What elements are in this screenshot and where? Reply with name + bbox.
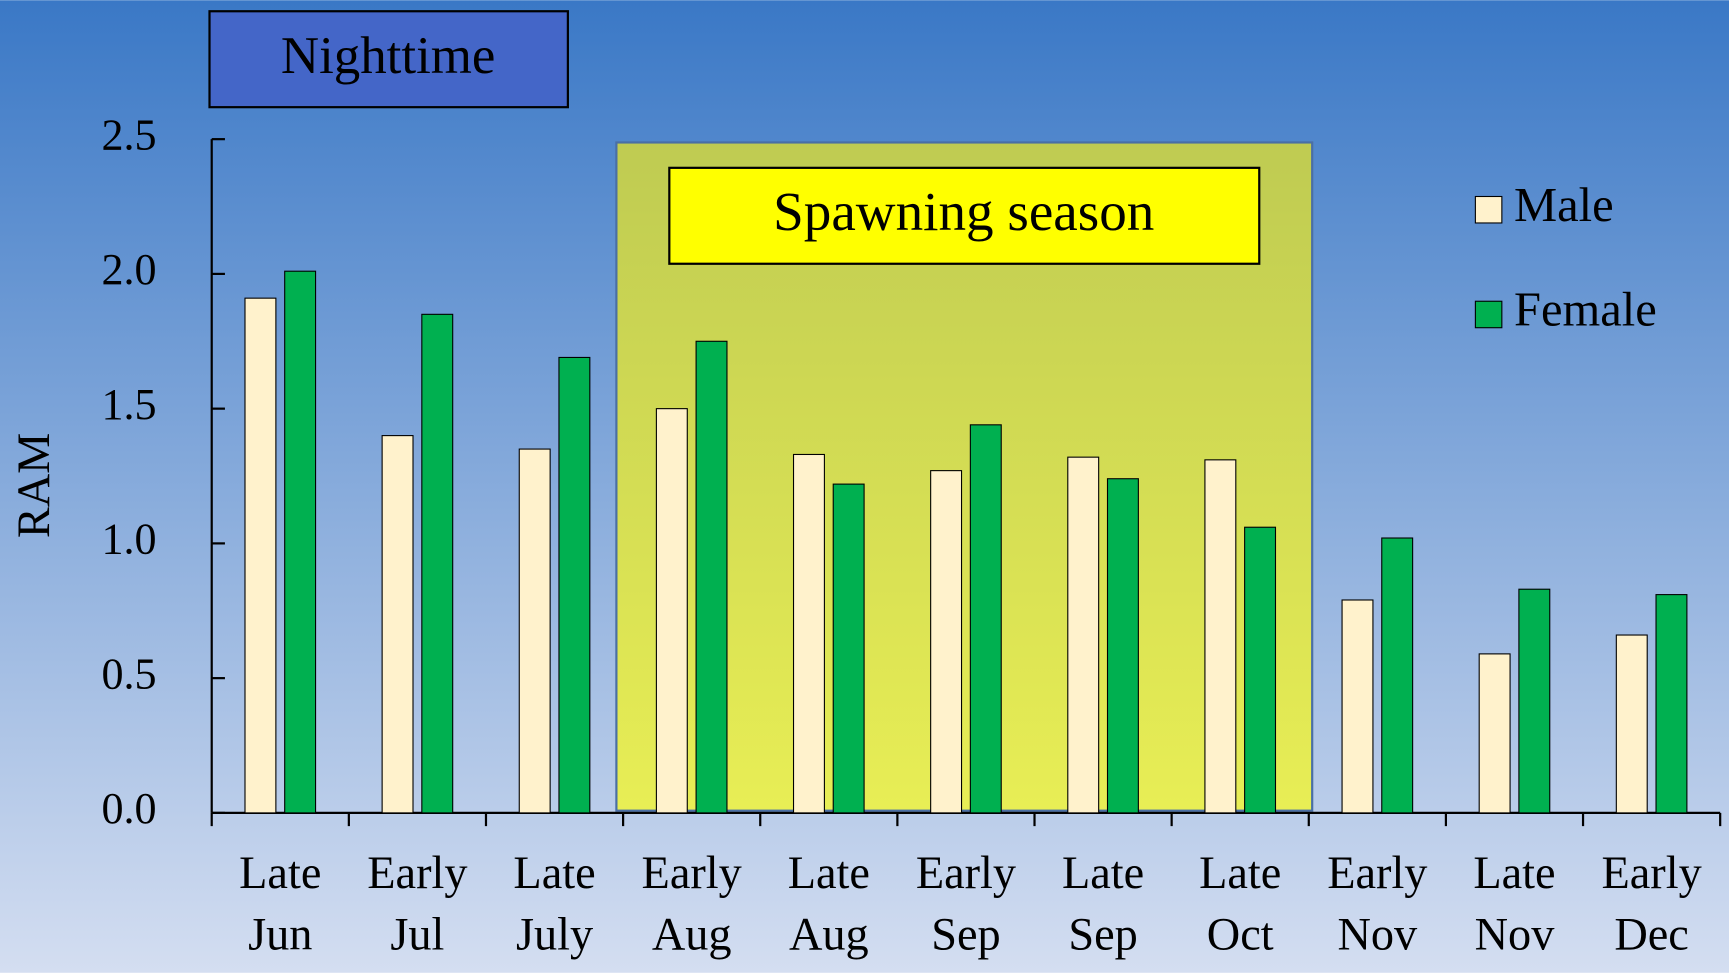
x-tick-label-line: Early (1327, 847, 1427, 898)
x-tick-label-line: Nov (1337, 909, 1418, 960)
x-tick-label-line: Late (788, 847, 870, 898)
x-tick-label-line: Late (239, 847, 321, 898)
spawning-box (668, 166, 1261, 265)
legend-swatch (1474, 300, 1503, 329)
x-tick-label-line: July (516, 909, 593, 960)
x-tick-label-line: Dec (1614, 909, 1689, 960)
bar (1518, 588, 1551, 814)
bar (792, 453, 825, 814)
x-tick-label-line: Early (916, 847, 1016, 898)
x-tick-label-line: Sep (1068, 909, 1137, 960)
x-tick-label-line: Jul (390, 909, 444, 960)
bar (1244, 526, 1277, 814)
x-tick-label: Late July (513, 847, 595, 960)
bar (695, 340, 728, 814)
x-tick-label-line: Late (513, 847, 595, 898)
x-tick-label-line: Early (367, 847, 467, 898)
x-tick-label-line: Late (1062, 847, 1144, 898)
bar (558, 356, 591, 814)
x-tick-label-line: Early (1601, 847, 1701, 898)
x-tick-label-line: Late (1199, 847, 1281, 898)
x-tick-label-line: Sep (931, 909, 1000, 960)
y-tick-label: 1.0 (101, 515, 156, 564)
y-tick-label: 0.0 (101, 784, 156, 833)
x-tick-label: Late Sep (1062, 847, 1144, 960)
x-tick-label-line: Aug (652, 909, 732, 960)
x-tick-label: Early Jul (367, 847, 467, 960)
bar (1478, 653, 1511, 814)
bar (655, 408, 688, 814)
legend-label: Female (1514, 284, 1657, 337)
legend-label: Male (1514, 179, 1614, 232)
bar (1615, 634, 1648, 814)
x-tick-label: Late Nov (1473, 847, 1555, 960)
y-tick-label: 0.5 (101, 649, 156, 698)
x-tick-label-line: Oct (1207, 909, 1274, 960)
x-tick-label: Late Oct (1199, 847, 1281, 960)
spawning-label: Spawning season (773, 181, 1154, 242)
x-tick-label: Late Aug (788, 847, 870, 960)
x-tick-label: Early Nov (1327, 847, 1427, 960)
x-tick-label: Late Jun (239, 847, 321, 960)
bar (381, 435, 414, 814)
bar (1341, 599, 1374, 814)
y-tick-label: 1.5 (101, 380, 156, 429)
bar (518, 448, 551, 814)
bar (284, 270, 317, 814)
x-tick-label-line: Aug (789, 909, 869, 960)
y-tick-label: 2.5 (101, 110, 156, 159)
legend-swatch (1474, 195, 1503, 224)
bar (1204, 459, 1237, 814)
bar (1067, 456, 1100, 814)
bar (832, 483, 865, 814)
x-tick-label: Early Sep (916, 847, 1016, 960)
x-tick-label-line: Nov (1475, 909, 1556, 960)
bar (244, 297, 277, 814)
x-tick-label-line: Jun (248, 909, 312, 960)
x-tick-label: Early Dec (1601, 847, 1701, 960)
x-tick-label: Early Aug (642, 847, 742, 960)
y-tick-label: 2.0 (101, 245, 156, 294)
bar (421, 313, 454, 814)
nighttime-label: Nighttime (281, 27, 496, 85)
bar (930, 470, 963, 814)
x-tick-label-line: Late (1473, 847, 1555, 898)
bar (1381, 537, 1414, 814)
y-axis-label: RAM (9, 433, 60, 538)
plot: 0.0 0.5 1.0 1.5 2.0 2.5 Late Jun Early Jul Late Jul… (101, 110, 1722, 960)
bar (1655, 594, 1688, 814)
bar (969, 424, 1002, 814)
bar (1106, 478, 1139, 814)
x-tick-label-line: Early (642, 847, 742, 898)
nighttime-box (208, 10, 569, 109)
